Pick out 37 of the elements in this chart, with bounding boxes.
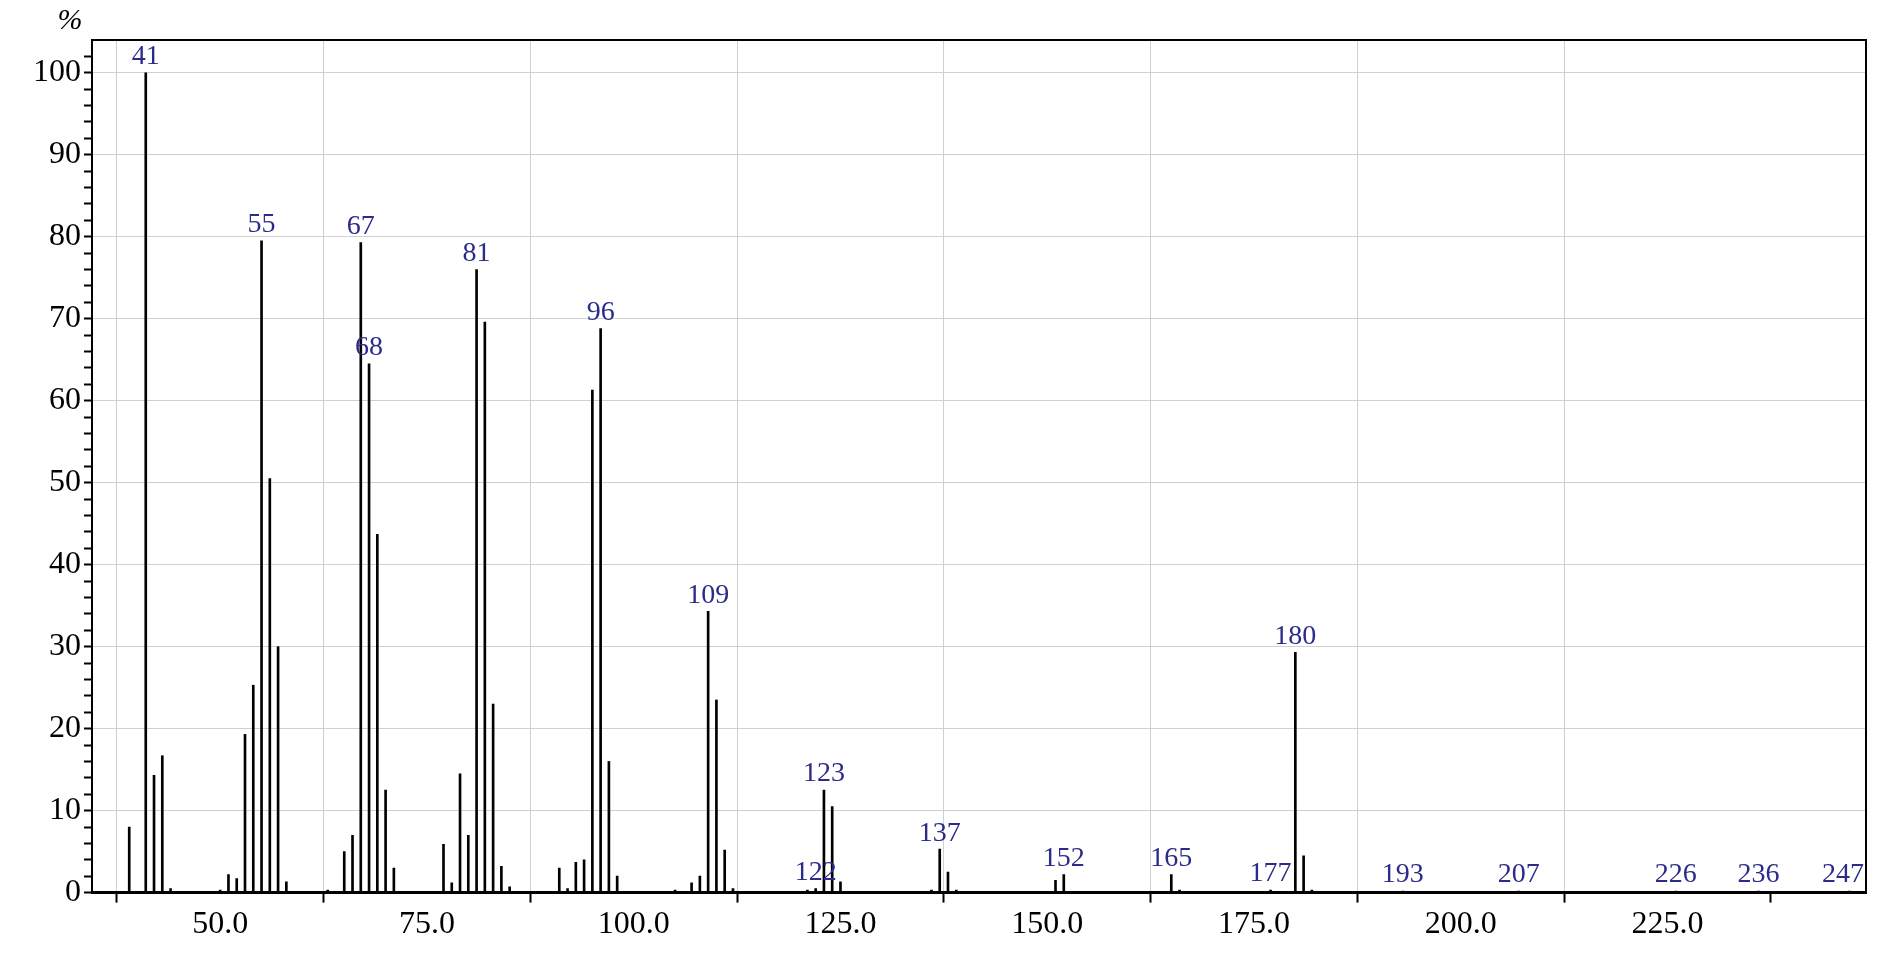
y-tick-label: 70 — [49, 298, 81, 335]
y-tick-label: 80 — [49, 216, 81, 253]
y-tick-label: 10 — [49, 790, 81, 827]
y-tick-label: 60 — [49, 380, 81, 417]
annotation: 177 — [1249, 856, 1292, 888]
annotation: 41 — [131, 39, 160, 71]
x-tick-label: 50.0 — [192, 904, 249, 941]
annotation: 81 — [462, 235, 491, 267]
x-tick-label: 100.0 — [597, 904, 670, 941]
y-tick-label: 40 — [49, 544, 81, 581]
x-tick-label: 175.0 — [1217, 904, 1290, 941]
y-tick-label: 0 — [65, 872, 81, 909]
x-tick-label: 225.0 — [1631, 904, 1704, 941]
y-tick-label: 20 — [49, 708, 81, 745]
annotation: 193 — [1381, 857, 1424, 889]
annotation: 137 — [918, 815, 961, 847]
annotation: 123 — [802, 756, 845, 788]
x-tick-label: 75.0 — [398, 904, 455, 941]
x-tick-label: 125.0 — [804, 904, 877, 941]
annotation: 247 — [1822, 857, 1864, 889]
y-tick-label: 30 — [49, 626, 81, 663]
annotation: 236 — [1737, 857, 1780, 889]
annotation: 109 — [687, 577, 730, 609]
y-tick-label: 100 — [33, 52, 81, 89]
y-axis-title: % — [57, 1, 83, 35]
x-tick-label: 200.0 — [1424, 904, 1497, 941]
x-tick-label: 150.0 — [1011, 904, 1084, 941]
y-tick-label: 90 — [49, 134, 81, 171]
annotation: 180 — [1274, 618, 1317, 650]
annotation: 96 — [586, 294, 615, 326]
annotation: 55 — [247, 207, 276, 239]
annotation: 152 — [1042, 840, 1085, 872]
annotation: 207 — [1497, 857, 1540, 889]
y-tick-label: 50 — [49, 462, 81, 499]
annotation: 165 — [1150, 840, 1193, 872]
annotation: 67 — [346, 208, 375, 240]
annotation: 226 — [1654, 857, 1697, 889]
